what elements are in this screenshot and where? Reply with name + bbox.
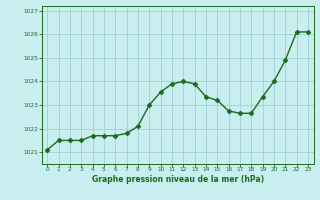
X-axis label: Graphe pression niveau de la mer (hPa): Graphe pression niveau de la mer (hPa) [92, 175, 264, 184]
